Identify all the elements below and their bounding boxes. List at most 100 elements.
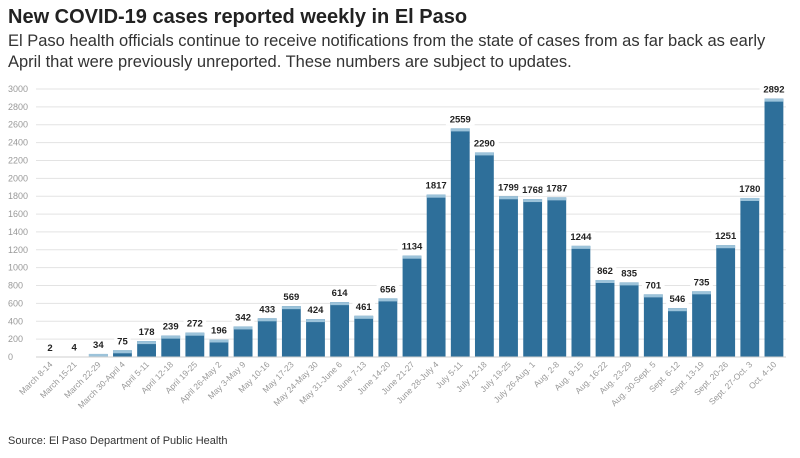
data-label: 1768	[522, 185, 543, 196]
data-label: 433	[259, 304, 275, 315]
data-label: 1787	[546, 183, 567, 194]
bar-highlight	[644, 294, 663, 297]
bar	[668, 308, 687, 357]
bar	[427, 195, 446, 357]
y-tick-label: 200	[8, 334, 23, 344]
bar	[765, 99, 784, 357]
data-label: 569	[283, 292, 299, 303]
bar-highlight	[692, 291, 711, 294]
data-label: 1244	[570, 232, 592, 243]
data-label: 342	[235, 312, 251, 323]
bar-highlight	[354, 316, 373, 319]
y-tick-label: 400	[8, 316, 23, 326]
bar	[354, 316, 373, 357]
data-label: 272	[187, 319, 203, 330]
data-label: 196	[211, 325, 227, 336]
bar-highlight	[330, 302, 349, 305]
bar	[258, 318, 277, 357]
bar-highlight	[403, 256, 422, 259]
bar	[306, 319, 325, 357]
bar-highlight	[161, 336, 180, 339]
data-label: 2892	[763, 85, 784, 96]
bar	[644, 294, 663, 357]
bar-highlight	[306, 319, 325, 322]
bar	[596, 280, 615, 357]
y-tick-label: 3000	[8, 84, 28, 94]
y-tick-label: 1600	[8, 209, 28, 219]
bar	[620, 282, 639, 357]
bar	[499, 196, 518, 357]
bar-highlight	[427, 195, 446, 198]
bar-highlight	[523, 199, 542, 202]
bar-highlight	[765, 99, 784, 102]
y-tick-label: 2200	[8, 155, 28, 165]
data-label: 461	[356, 302, 373, 313]
data-label: 2559	[450, 114, 471, 125]
data-label: 239	[163, 322, 179, 333]
data-label: 862	[597, 266, 613, 277]
bar-highlight	[668, 308, 687, 311]
bar-highlight	[185, 333, 204, 336]
source-note: Source: El Paso Department of Public Hea…	[8, 435, 228, 447]
y-tick-label: 1800	[8, 191, 28, 201]
bar-highlight	[475, 152, 494, 155]
data-label: 656	[380, 284, 396, 295]
data-label: 701	[645, 280, 662, 291]
bar-highlight	[258, 318, 277, 321]
data-label: 4	[72, 343, 78, 354]
bar-highlight	[571, 246, 590, 249]
bar-highlight	[716, 245, 735, 248]
data-label: 835	[621, 268, 638, 279]
bar	[740, 198, 759, 357]
data-label: 1134	[402, 242, 423, 253]
bar	[716, 245, 735, 357]
bar	[282, 306, 301, 357]
bar	[475, 152, 494, 357]
data-label: 34	[93, 340, 104, 351]
y-tick-label: 1200	[8, 245, 28, 255]
y-tick-label: 2400	[8, 138, 28, 148]
bar-highlight	[282, 306, 301, 309]
bar-highlight	[547, 197, 566, 200]
y-tick-label: 2800	[8, 102, 28, 112]
bar	[547, 197, 566, 357]
bar	[234, 326, 253, 357]
data-label: 424	[308, 305, 325, 316]
y-tick-label: 1000	[8, 263, 28, 273]
data-label: 75	[117, 336, 128, 347]
y-tick-label: 0	[8, 352, 13, 362]
bar	[403, 256, 422, 357]
bar-highlight	[740, 198, 759, 201]
bar-highlight	[451, 128, 470, 131]
bar	[161, 336, 180, 357]
y-tick-label: 2000	[8, 173, 28, 183]
bar	[571, 246, 590, 357]
bar	[378, 298, 397, 357]
data-label: 1780	[739, 184, 760, 195]
data-label: 1251	[715, 231, 737, 242]
data-label: 546	[669, 294, 685, 305]
y-tick-label: 1400	[8, 227, 28, 237]
bar	[330, 302, 349, 357]
data-label: 735	[694, 277, 711, 288]
bar	[451, 128, 470, 357]
data-label: 1817	[426, 181, 447, 192]
bar-highlight	[620, 282, 639, 285]
bar	[523, 199, 542, 357]
bar-highlight	[378, 298, 397, 301]
y-tick-label: 800	[8, 281, 23, 291]
y-tick-label: 600	[8, 298, 23, 308]
bar-highlight	[234, 326, 253, 329]
bar-highlight	[596, 280, 615, 283]
data-label: 1799	[498, 182, 519, 193]
bar-highlight	[113, 350, 132, 353]
bar	[185, 333, 204, 357]
y-tick-label: 2600	[8, 120, 28, 130]
bar-chart: 0 200 400 600 800 1000 1200 1400 1600 1800 2000 220…	[0, 0, 800, 430]
data-label: 178	[139, 327, 155, 338]
bar-highlight	[499, 196, 518, 199]
bar-highlight	[210, 339, 229, 342]
data-label: 2290	[474, 138, 495, 149]
data-label: 2	[47, 343, 52, 354]
data-label: 614	[332, 288, 349, 299]
